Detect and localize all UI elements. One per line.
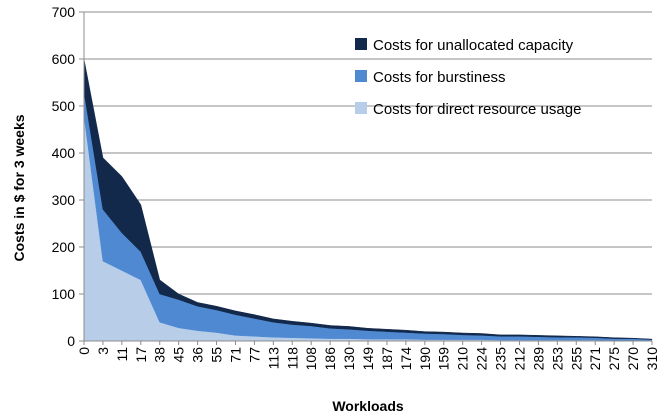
x-tick-label-29: 270	[625, 347, 641, 371]
legend-label-1: Costs for burstiness	[373, 69, 506, 86]
x-tick-label-24: 289	[530, 347, 546, 371]
x-tick-label-13: 186	[322, 347, 338, 371]
y-axis: 0 100 200 300 400 500 600 700	[52, 4, 85, 349]
x-tick-label-3: 17	[133, 347, 149, 363]
x-tick-label-26: 255	[568, 347, 584, 371]
x-tick-label-22: 235	[493, 347, 509, 371]
x-tick-label-4: 38	[152, 347, 168, 363]
x-tick-label-20: 210	[455, 347, 471, 371]
x-tick-label-28: 275	[606, 347, 622, 371]
y-tick-label-700: 700	[52, 4, 76, 20]
area-costs-for-burstiness	[83, 91, 653, 341]
x-tick-label-10: 113	[265, 347, 281, 370]
y-tick-label-600: 600	[52, 51, 76, 67]
y-tick-label-0: 0	[67, 333, 75, 349]
x-tick-label-11: 118	[284, 347, 300, 370]
x-tick-label-16: 187	[379, 347, 395, 371]
y-tick-label-500: 500	[52, 98, 76, 114]
x-tick-label-8: 71	[227, 347, 243, 363]
x-tick-label-25: 253	[549, 347, 565, 371]
x-tick-label-9: 77	[246, 347, 262, 363]
area-costs-for-unallocated-capacity	[83, 58, 653, 340]
x-tick-label-6: 36	[190, 347, 206, 363]
legend-swatch-1	[355, 70, 367, 82]
x-tick-label-27: 271	[587, 347, 603, 371]
x-tick-label-23: 212	[511, 347, 527, 371]
grid-lines	[84, 11, 652, 295]
y-tick-label-300: 300	[52, 192, 76, 208]
y-axis-title: Costs in $ for 3 weeks	[11, 114, 27, 261]
legend-label-0: Costs for unallocated capacity	[373, 37, 574, 54]
x-tick-label-21: 224	[474, 347, 490, 371]
y-tick-label-200: 200	[52, 239, 76, 255]
y-tick-label-100: 100	[52, 286, 76, 302]
x-tick-label-7: 55	[209, 347, 225, 363]
x-axis-title: Workloads	[332, 398, 404, 414]
x-tick-label-15: 149	[360, 347, 376, 371]
x-tick-label-1: 3	[95, 347, 111, 355]
legend: Costs for unallocated capacity Costs for …	[355, 37, 581, 118]
legend-swatch-0	[355, 38, 367, 50]
x-tick-label-17: 174	[398, 347, 414, 371]
x-tick-label-2: 11	[114, 347, 130, 362]
legend-label-2: Costs for direct resource usage	[373, 101, 581, 118]
legend-swatch-2	[355, 102, 367, 114]
x-tick-label-30: 310	[644, 347, 660, 371]
x-tick-label-19: 159	[436, 347, 452, 371]
x-tick-label-18: 190	[417, 347, 433, 371]
x-tick-label-0: 0	[76, 347, 92, 355]
x-tick-label-5: 45	[171, 347, 187, 363]
x-tick-label-12: 108	[303, 347, 319, 371]
x-axis: 0 3 11 17 38 45 36 55 71 77 113 118 108 186 130 149 187 1…	[76, 340, 660, 371]
x-tick-label-14: 130	[341, 347, 357, 371]
y-tick-label-400: 400	[52, 145, 76, 161]
